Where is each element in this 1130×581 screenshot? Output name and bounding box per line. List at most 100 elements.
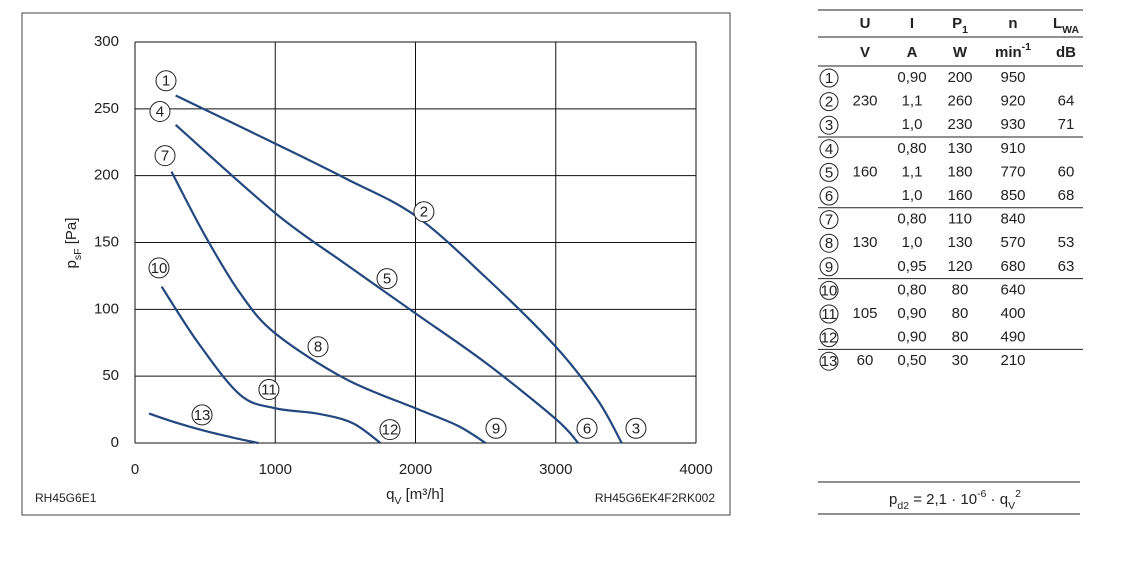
formula-part: V <box>1008 500 1015 512</box>
table-cell: 1,0 <box>902 234 923 251</box>
row-id: 13 <box>821 353 838 370</box>
curve-label: 9 <box>492 420 500 437</box>
y-axis-label: psF [Pa] <box>63 218 84 269</box>
table-header-part: U <box>860 15 871 32</box>
table-cell: 120 <box>947 258 972 275</box>
table-cell: 64 <box>1058 93 1075 110</box>
curve-marker <box>413 201 435 223</box>
table-header-part: L <box>1053 15 1062 32</box>
curve-label: 4 <box>156 103 164 120</box>
curve-label: 7 <box>161 148 169 165</box>
table-header-part: WA <box>1062 24 1079 36</box>
table-cell: 490 <box>1000 329 1025 346</box>
y-axis-label-part: p <box>63 260 80 268</box>
table-cell: 110 <box>948 211 972 228</box>
table-cell: 0,80 <box>897 281 926 298</box>
table-cell: 80 <box>952 305 969 322</box>
y-tick-label: 0 <box>111 434 119 451</box>
curve-label: 6 <box>583 420 591 437</box>
row-marker <box>819 186 839 206</box>
table-header: n <box>1008 15 1017 32</box>
row-marker <box>819 68 839 88</box>
table-cell: 1,1 <box>902 93 923 110</box>
row-id: 10 <box>821 282 838 299</box>
curve-marker <box>379 419 401 441</box>
table-cell: 130 <box>852 234 877 251</box>
row-id: 6 <box>825 188 833 205</box>
curve-marker <box>307 336 329 358</box>
table-cell: 60 <box>857 352 874 369</box>
row-id: 8 <box>825 235 833 252</box>
table-cell: 0,90 <box>897 69 926 86</box>
table-header: LWA <box>1053 15 1080 36</box>
curve-marker <box>625 417 647 439</box>
table-cell: 230 <box>852 93 877 110</box>
table-cell: 640 <box>1000 281 1025 298</box>
row-id: 11 <box>821 306 837 323</box>
table-cell: 770 <box>1000 163 1025 180</box>
row-marker <box>819 351 839 371</box>
curve-marker <box>258 379 280 401</box>
table-cell: 1,0 <box>902 116 923 133</box>
row-marker <box>819 280 839 300</box>
fan-curve <box>175 94 623 444</box>
table-unit-part: V <box>860 44 870 61</box>
x-axis-label-part: [m³/h] <box>401 486 444 503</box>
table-cell: 840 <box>1000 211 1025 228</box>
x-tick-label: 1000 <box>259 461 292 478</box>
curve-label: 1 <box>162 73 170 90</box>
table-header: I <box>910 15 914 32</box>
y-tick-label: 300 <box>94 33 119 50</box>
row-marker <box>819 92 839 112</box>
table-cell: 0,80 <box>897 140 926 157</box>
table-cell: 63 <box>1058 258 1075 275</box>
table-cell: 230 <box>947 116 972 133</box>
formula-part: = 2,1 · 10 <box>909 491 977 508</box>
curve-marker <box>485 417 507 439</box>
row-id: 12 <box>821 330 838 347</box>
curve-marker <box>149 101 171 123</box>
table-unit-part: -1 <box>1022 41 1031 53</box>
curve-label: 8 <box>314 339 322 356</box>
table-cell: 130 <box>947 140 972 157</box>
row-marker <box>819 139 839 159</box>
row-id: 1 <box>825 70 833 87</box>
table-cell: 0,90 <box>897 305 926 322</box>
row-id: 5 <box>825 164 833 181</box>
curve-marker <box>155 70 177 92</box>
table-cell: 210 <box>1000 352 1025 369</box>
curve-marker <box>148 257 170 279</box>
y-tick-label: 250 <box>94 100 119 117</box>
formula: pd2 = 2,1 · 10-6 · qV2 <box>889 488 1021 512</box>
formula-part: -6 <box>977 488 986 500</box>
table-unit: A <box>907 44 918 61</box>
table-cell: 1,1 <box>902 163 923 180</box>
table-cell: 80 <box>952 329 969 346</box>
table-cell: 910 <box>1000 140 1025 157</box>
curve-marker <box>191 404 213 426</box>
curve-label: 12 <box>382 422 399 439</box>
curve-label: 5 <box>383 271 391 288</box>
table-cell: 80 <box>952 281 969 298</box>
table-header-part: 1 <box>962 24 968 36</box>
table-unit-part: dB <box>1056 44 1076 61</box>
chart-frame <box>21 12 731 516</box>
table-header-part: n <box>1008 15 1017 32</box>
x-axis-label-part: q <box>386 486 394 503</box>
table-cell: 180 <box>947 163 972 180</box>
x-axis-label-part: V <box>394 495 401 507</box>
row-marker <box>819 210 839 230</box>
table-header: P1 <box>952 15 968 36</box>
table-header: U <box>860 15 871 32</box>
curve-label: 10 <box>151 260 168 277</box>
formula-part: · q <box>986 491 1008 508</box>
table-cell: 60 <box>1058 163 1075 180</box>
x-tick-label: 2000 <box>399 461 432 478</box>
row-id: 3 <box>825 117 833 134</box>
table-cell: 400 <box>1000 305 1025 322</box>
table-cell: 71 <box>1058 116 1075 133</box>
formula-part: p <box>889 491 897 508</box>
x-tick-label: 3000 <box>539 461 572 478</box>
curve-label: 3 <box>632 420 640 437</box>
y-tick-label: 100 <box>94 300 119 317</box>
